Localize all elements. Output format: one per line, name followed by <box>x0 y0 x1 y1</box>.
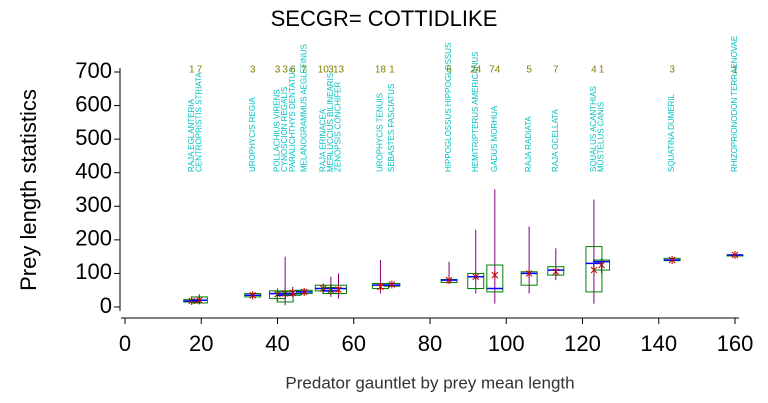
mean-marker <box>731 250 739 259</box>
y-axis-label: Prey length statistics <box>16 89 41 291</box>
mean-marker <box>598 261 605 270</box>
x-tick-label: 120 <box>564 331 601 356</box>
mean-marker <box>525 269 533 278</box>
count-label: 3 <box>250 65 256 76</box>
x-tick-label: 0 <box>119 331 131 356</box>
predator-name: MUSTELUS CANIS <box>597 102 606 172</box>
predator-name: HIPPOGLOSSUS HIPPOGLOSSUS <box>444 43 453 172</box>
mean-marker <box>552 267 560 276</box>
count-label: 13 <box>333 65 345 76</box>
count-label: 1 <box>599 65 605 76</box>
count-label: 18 <box>375 65 387 76</box>
y-tick-label: 100 <box>75 259 112 284</box>
predator-name: PARALICHTHYS DENTATUS <box>288 67 297 172</box>
mean-marker <box>668 256 676 264</box>
y-tick-label: 200 <box>75 226 112 251</box>
mean-marker <box>249 291 257 300</box>
count-label: 10 <box>318 65 330 76</box>
count-label: 3 <box>275 65 281 76</box>
count-label: 6 <box>446 65 452 76</box>
predator-name: ZENOPSIS CONCHIFER <box>334 82 343 172</box>
predator-name: POLLACHIUS VIRENS <box>273 89 282 172</box>
predator-name: UROPHYCIS REGIA <box>248 97 257 172</box>
y-tick-label: 500 <box>75 125 112 150</box>
y-tick-label: 600 <box>75 91 112 116</box>
count-label: 24 <box>470 65 482 76</box>
predator-name: MERLUCCIUS BILINEARIS <box>326 73 335 172</box>
count-label: 4 <box>591 65 597 76</box>
predator-name: SQUALUS ACANTHIAS <box>589 86 598 172</box>
mean-marker <box>335 285 342 294</box>
predator-name: RHIZOPRIONODON TERRAENOVAE <box>730 36 739 172</box>
y-tick-label: 700 <box>75 58 112 83</box>
box <box>330 284 347 295</box>
predator-name: MELANOGRAMMUS AEGLEFINUS <box>299 44 308 172</box>
mean-marker <box>289 288 297 297</box>
count-label: 3 <box>282 65 288 76</box>
mean-marker <box>388 280 396 289</box>
y-tick-label: 400 <box>75 159 112 184</box>
y-tick-label: 300 <box>75 192 112 217</box>
predator-name: CENTROPRISTIS STRIATA <box>194 72 203 172</box>
mean-marker <box>300 287 308 296</box>
count-label: 5 <box>526 65 532 76</box>
predator-name: SEBASTES FASCIATUS <box>387 84 396 172</box>
count-label: 7 <box>197 65 203 76</box>
count-label: 7 <box>301 65 307 76</box>
count-label: 1 <box>732 65 738 76</box>
mean-marker <box>445 276 453 285</box>
predator-name: RAJA OCELLATA <box>551 109 560 173</box>
predator-name: CYNOSCION REGALIS <box>280 87 289 172</box>
x-tick-label: 80 <box>418 331 442 356</box>
x-tick-label: 20 <box>189 331 213 356</box>
predator-name: SQUATINA DUMERIL <box>667 93 676 172</box>
predator-name: RAJA ERINACEA <box>318 108 327 172</box>
predator-name: UROPHYCIS TENUIS <box>376 93 385 172</box>
count-label: 6 <box>290 65 296 76</box>
predator-name: HEMITRIPTERUS AMERICANUS <box>471 52 480 172</box>
count-label: 1 <box>189 65 195 76</box>
mean-marker <box>377 282 384 291</box>
count-label: 3 <box>328 65 334 76</box>
chart-title: SECGR= COTTIDLIKE <box>271 6 498 31</box>
mean-marker <box>491 271 499 280</box>
predator-name: GADUS MORHUA <box>490 105 499 172</box>
x-tick-label: 160 <box>717 331 754 356</box>
count-label: 1 <box>389 65 395 76</box>
x-tick-label: 100 <box>488 331 525 356</box>
x-axis-label: Predator gauntlet by prey mean length <box>285 373 574 392</box>
box <box>486 264 504 293</box>
mean-marker <box>195 296 203 305</box>
predator-name: RAJA RADIATA <box>524 116 533 172</box>
predator-name: RAJA EGLANTERIA <box>187 98 196 172</box>
count-label: 3 <box>669 65 675 76</box>
x-tick-label: 140 <box>640 331 677 356</box>
count-label: 7 <box>553 65 559 76</box>
box <box>593 259 611 271</box>
x-tick-label: 40 <box>265 331 289 356</box>
y-tick-label: 0 <box>100 293 112 318</box>
count-label: 74 <box>489 65 501 76</box>
mean-marker <box>472 272 480 281</box>
x-tick-label: 60 <box>342 331 366 356</box>
